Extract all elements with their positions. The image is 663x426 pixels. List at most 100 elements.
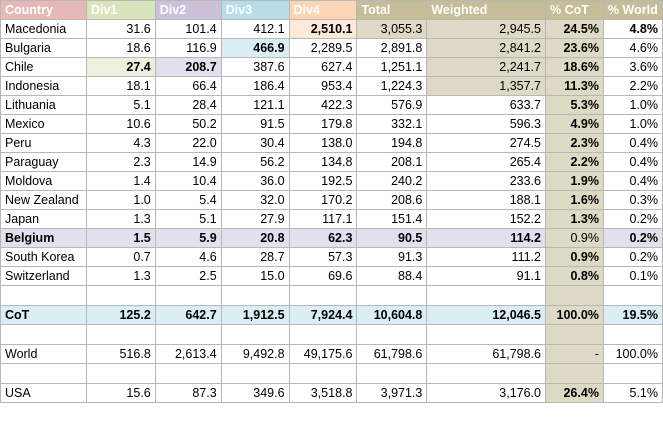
cell-world: 0.2% — [602, 209, 663, 229]
cell-cot: 5.3% — [544, 95, 604, 115]
cot-total-row: CoT 125.2 642.7 1,912.5 7,924.4 10,604.8 12,04… — [0, 305, 663, 325]
cell-cot: 23.6% — [544, 38, 604, 58]
cell-country: Indonesia — [0, 76, 87, 96]
cell-weighted: 91.1 — [426, 266, 546, 286]
cell-world: 4.8% — [602, 19, 663, 39]
cell-div1: 4.3 — [85, 133, 156, 153]
cell-div4: 192.5 — [288, 171, 358, 191]
cell-div4: 2,510.1 — [288, 19, 358, 39]
cell-total: 208.1 — [356, 152, 428, 172]
usa-total: 3,971.3 — [356, 383, 428, 403]
world-country: World — [0, 344, 87, 364]
usa-country: USA — [0, 383, 87, 403]
cot-weighted: 12,046.5 — [426, 305, 546, 325]
cell-div1: 1.3 — [85, 209, 156, 229]
world-div4: 49,175.6 — [288, 344, 358, 364]
cell-div2: 10.4 — [154, 171, 222, 191]
cell-div4: 422.3 — [288, 95, 358, 115]
cell-div2: 14.9 — [154, 152, 222, 172]
cell-country: Bulgaria — [0, 38, 87, 58]
cell-div3: 30.4 — [220, 133, 290, 153]
world-div2: 2,613.4 — [154, 344, 222, 364]
cell-total: 208.6 — [356, 190, 428, 210]
cell-div3: 15.0 — [220, 266, 290, 286]
cell-total: 91.3 — [356, 247, 428, 267]
cell-country: Lithuania — [0, 95, 87, 115]
world-div1: 516.8 — [85, 344, 156, 364]
cot-div1: 125.2 — [85, 305, 156, 325]
cell-total: 3,055.3 — [356, 19, 428, 39]
header-weighted: Weighted — [426, 0, 546, 20]
world-row: World 516.8 2,613.4 9,492.8 49,175.6 61,798.6… — [0, 344, 663, 364]
cell-country: Mexico — [0, 114, 87, 134]
cell-cot: 0.9% — [544, 247, 604, 267]
cell-total: 240.2 — [356, 171, 428, 191]
cell-div2: 28.4 — [154, 95, 222, 115]
cell-country: Moldova — [0, 171, 87, 191]
table-row: Lithuania 5.1 28.4 121.1 422.3 576.9 633.7 5.3%… — [0, 95, 663, 115]
cot-div2: 642.7 — [154, 305, 222, 325]
world-div3: 9,492.8 — [220, 344, 290, 364]
cell-div4: 57.3 — [288, 247, 358, 267]
cell-div4: 627.4 — [288, 57, 358, 77]
cell-div1: 10.6 — [85, 114, 156, 134]
usa-world: 5.1% — [602, 383, 663, 403]
cell-world: 0.4% — [602, 152, 663, 172]
cell-country: Japan — [0, 209, 87, 229]
cell-cot: 24.5% — [544, 19, 604, 39]
cot-div3: 1,912.5 — [220, 305, 290, 325]
usa-div1: 15.6 — [85, 383, 156, 403]
world-total: 61,798.6 — [356, 344, 428, 364]
table-row: Chile 27.4 208.7 387.6 627.4 1,251.1 2,241.7 18… — [0, 57, 663, 77]
cell-div1: 1.3 — [85, 266, 156, 286]
cell-country: Switzerland — [0, 266, 87, 286]
cell-div2: 4.6 — [154, 247, 222, 267]
cot-world: 19.5% — [602, 305, 663, 325]
cell-cot: 2.3% — [544, 133, 604, 153]
blank-row — [0, 363, 663, 384]
cell-div2: 116.9 — [154, 38, 222, 58]
cell-total: 576.9 — [356, 95, 428, 115]
cell-div4: 138.0 — [288, 133, 358, 153]
cell-world: 4.6% — [602, 38, 663, 58]
cell-div1: 1.5 — [85, 228, 156, 248]
header-div3: Div3 — [220, 0, 290, 20]
blank-row — [0, 324, 663, 345]
cot-country: CoT — [0, 305, 87, 325]
usa-div3: 349.6 — [220, 383, 290, 403]
cell-total: 1,224.3 — [356, 76, 428, 96]
cell-weighted: 233.6 — [426, 171, 546, 191]
world-weighted: 61,798.6 — [426, 344, 546, 364]
world-world: 100.0% — [602, 344, 663, 364]
usa-weighted: 3,176.0 — [426, 383, 546, 403]
usa-div4: 3,518.8 — [288, 383, 358, 403]
cell-div1: 18.6 — [85, 38, 156, 58]
header-div4: Div4 — [288, 0, 358, 20]
cell-div3: 387.6 — [220, 57, 290, 77]
cell-div4: 62.3 — [288, 228, 358, 248]
cell-cot: 11.3% — [544, 76, 604, 96]
cell-div1: 31.6 — [85, 19, 156, 39]
data-table: Country Div1 Div2 Div3 Div4 Total Weighted% Co… — [0, 0, 663, 403]
table-row: New Zealand 1.0 5.4 32.0 170.2 208.6 188.1 1.6%… — [0, 190, 663, 210]
cell-country: Macedonia — [0, 19, 87, 39]
header-div1: Div1 — [85, 0, 156, 20]
cell-div3: 186.4 — [220, 76, 290, 96]
cell-world: 0.4% — [602, 133, 663, 153]
world-cot: - — [544, 344, 604, 364]
cell-country: Chile — [0, 57, 87, 77]
cell-div2: 5.1 — [154, 209, 222, 229]
cell-world: 1.0% — [602, 114, 663, 134]
cell-div1: 1.0 — [85, 190, 156, 210]
header-total: Total — [356, 0, 428, 20]
cell-country: Peru — [0, 133, 87, 153]
cell-weighted: 188.1 — [426, 190, 546, 210]
header-world: % World — [602, 0, 663, 20]
cell-weighted: 596.3 — [426, 114, 546, 134]
cell-div2: 22.0 — [154, 133, 222, 153]
cell-cot: 0.9% — [544, 228, 604, 248]
cell-cot: 4.9% — [544, 114, 604, 134]
cell-cot: 1.3% — [544, 209, 604, 229]
cell-div1: 5.1 — [85, 95, 156, 115]
cell-world: 0.2% — [602, 247, 663, 267]
